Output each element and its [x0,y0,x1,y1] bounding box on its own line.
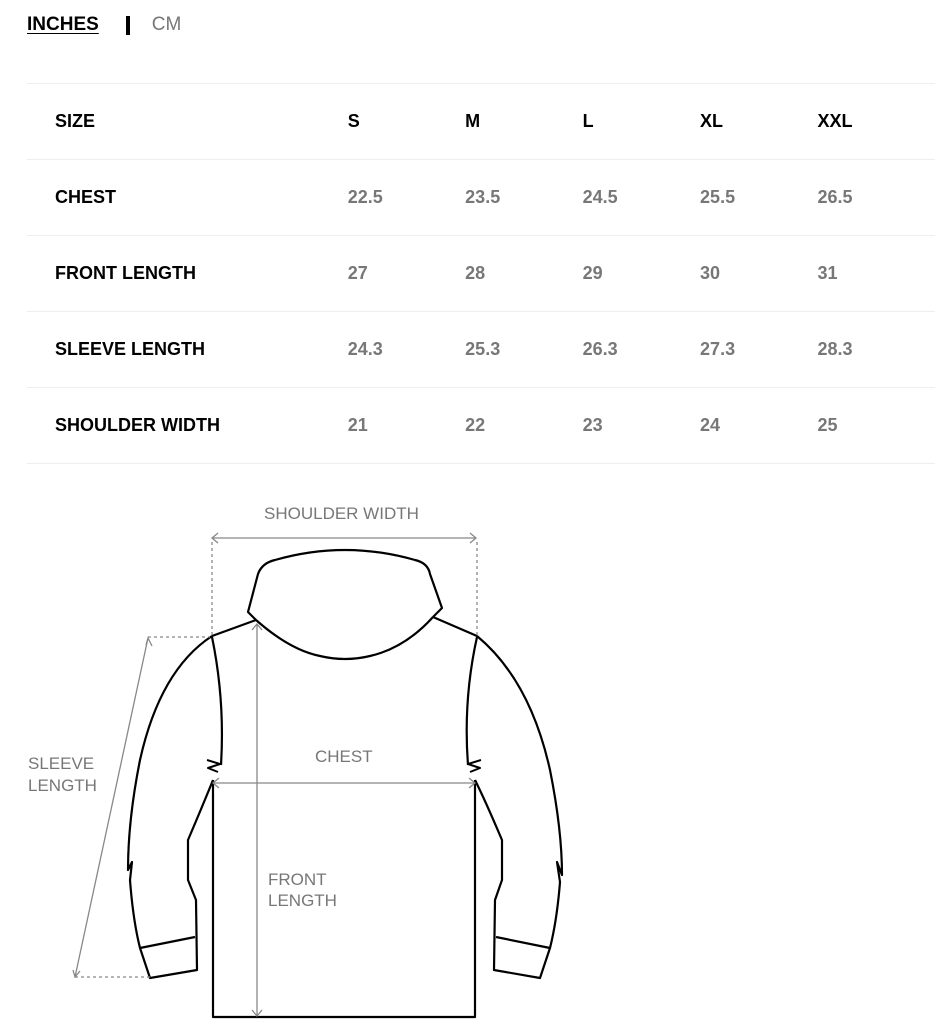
cell: 22 [465,415,486,435]
sleeve-guide-lines [75,636,210,978]
row-label: FRONT LENGTH [55,263,196,283]
row-label: SHOULDER WIDTH [55,415,220,435]
cell: 26.3 [582,339,618,359]
cell: 23.5 [465,187,501,207]
cell: 31 [817,263,838,283]
table-row: CHEST 22.5 23.5 24.5 25.5 26.5 [27,159,935,236]
cell: 23 [582,415,603,435]
cell: 22.5 [347,187,383,207]
cell: 26.5 [817,187,853,207]
size-chart-table: SIZE S M L XL XXL CHEST 22.5 23.5 24.5 2… [27,83,935,464]
cell: 28.3 [817,339,853,359]
cell: 30 [700,263,721,283]
header-l: L [582,111,594,131]
cell: 24.5 [582,187,618,207]
cell: 27 [347,263,368,283]
chest-label: CHEST [315,747,373,766]
unit-divider [125,15,130,35]
cell: 21 [347,415,368,435]
sleeve-length-label-1: SLEEVE [28,754,94,773]
cell: 25.5 [700,187,736,207]
cell: 25 [817,415,838,435]
measurement-lines [72,532,478,1018]
unit-cm-tab[interactable]: CM [151,14,182,35]
header-s: S [347,111,360,131]
shoulder-guide-lines [211,542,478,636]
table-row: SHOULDER WIDTH 21 22 23 24 25 [27,387,935,464]
unit-toggle: INCHES CM [27,14,181,36]
cell: 28 [465,263,486,283]
unit-inches-tab[interactable]: INCHES [27,14,99,35]
hoodie-outline [126,548,564,1019]
sleeve-length-arrow [72,636,153,979]
table-row: FRONT LENGTH 27 28 29 30 31 [27,235,935,312]
header-xl: XL [700,111,724,131]
row-label: CHEST [55,187,117,207]
table-header-row: SIZE S M L XL XXL [27,83,935,160]
header-m: M [465,111,481,131]
shoulder-width-arrow [210,532,478,544]
sleeve-length-label-2: LENGTH [28,776,97,795]
front-length-label-2: LENGTH [268,891,337,910]
cell: 25.3 [465,339,501,359]
cell: 29 [582,263,603,283]
shoulder-width-label: SHOULDER WIDTH [264,504,419,523]
cell: 27.3 [700,339,736,359]
row-label: SLEEVE LENGTH [55,339,206,359]
front-length-arrow [251,622,263,1018]
header-size: SIZE [55,111,96,131]
header-xxl: XXL [817,111,853,131]
chest-arrow [211,777,477,789]
cell: 24 [700,415,721,435]
table-row: SLEEVE LENGTH 24.3 25.3 26.3 27.3 28.3 [27,311,935,388]
cell: 24.3 [347,339,383,359]
front-length-label-1: FRONT [268,870,327,889]
